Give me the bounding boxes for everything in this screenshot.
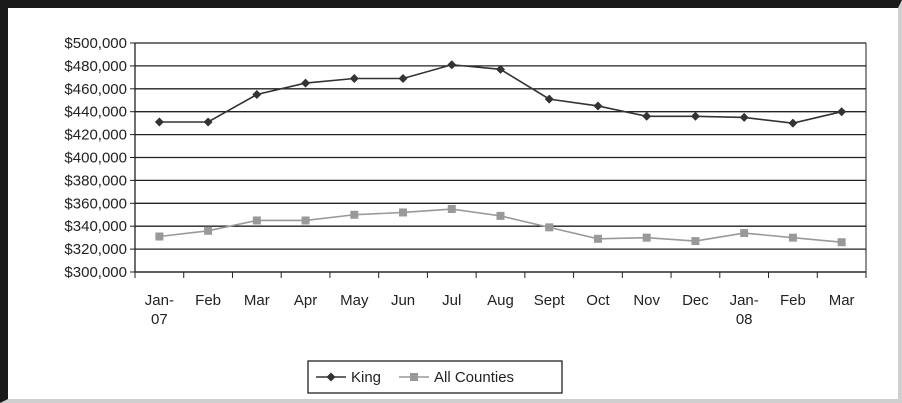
x-tick-label: Dec — [682, 292, 709, 309]
x-tick-label: Aug — [487, 292, 514, 309]
y-tick-label: $500,000 — [64, 35, 127, 52]
data-point — [447, 60, 457, 70]
y-tick-label: $300,000 — [64, 264, 127, 281]
data-point — [739, 112, 749, 122]
y-tick-label: $460,000 — [64, 81, 127, 98]
x-tick-label: Feb — [195, 292, 221, 309]
x-tick-label-line: Jul — [442, 292, 461, 309]
x-tick-label-line: Feb — [195, 292, 221, 309]
data-point — [301, 216, 310, 225]
data-point — [593, 234, 602, 243]
data-point — [350, 210, 359, 219]
x-tick-label-line: Oct — [586, 292, 610, 309]
data-point — [544, 94, 554, 104]
legend-swatch-marker — [410, 373, 418, 381]
legend-swatch-marker — [326, 372, 336, 382]
x-tick-label-line: Sept — [534, 292, 566, 309]
data-point — [398, 73, 408, 83]
y-tick-label: $340,000 — [64, 218, 127, 235]
data-point — [154, 117, 164, 127]
legend-box — [307, 360, 563, 394]
grid-lines — [135, 42, 866, 273]
data-point — [740, 229, 749, 238]
series-layer — [154, 60, 847, 247]
x-tick-label: Oct — [586, 292, 610, 309]
x-tick-label-line: Dec — [682, 292, 709, 309]
y-axis: $300,000 $320,000 $340,000 $360,000 $380,000… — [64, 35, 136, 281]
data-point — [399, 208, 408, 217]
x-tick-label: Sept — [534, 292, 566, 309]
data-point — [252, 90, 262, 100]
x-tick-label-line: Aug — [487, 292, 514, 309]
data-point — [690, 111, 700, 121]
data-point — [545, 223, 554, 232]
data-point — [447, 205, 456, 214]
x-tick-label: Mar — [244, 292, 270, 309]
data-point — [691, 237, 700, 246]
x-tick-label: Feb — [780, 292, 806, 309]
data-point — [252, 216, 261, 225]
x-tick-label: Jan- 08 — [730, 292, 759, 328]
x-tick-label: Apr — [294, 292, 317, 309]
x-tick-label-line: Apr — [294, 292, 317, 309]
data-point — [204, 226, 213, 235]
x-tick-label-line: 07 — [151, 311, 168, 328]
data-point — [496, 64, 505, 74]
x-tick-label: Jun — [391, 292, 415, 309]
data-point — [642, 111, 652, 121]
y-tick-label: $440,000 — [64, 104, 127, 121]
data-point — [349, 73, 359, 83]
legend: King All Counties — [307, 360, 563, 394]
data-point — [203, 117, 213, 127]
x-tick-label-line: Nov — [633, 292, 660, 309]
legend-label: King — [351, 369, 381, 386]
legend-label: All Counties — [434, 369, 514, 386]
x-tick-label-line: May — [340, 292, 369, 309]
data-point — [837, 238, 846, 247]
data-point — [788, 233, 797, 242]
x-tick-label-line: 08 — [736, 311, 753, 328]
x-tick-label-line: Jan- — [145, 292, 174, 309]
data-point — [593, 101, 603, 111]
y-tick-label: $380,000 — [64, 172, 127, 189]
data-point — [496, 211, 505, 220]
y-tick-label: $360,000 — [64, 195, 127, 212]
data-point — [301, 78, 311, 88]
y-tick-label: $480,000 — [64, 58, 127, 75]
x-tick-label-line: Mar — [829, 292, 855, 309]
x-tick-label-line: Feb — [780, 292, 806, 309]
x-tick-label-line: Jan- — [730, 292, 759, 309]
data-point — [155, 232, 164, 241]
x-axis: Jan- 07 Feb Mar Apr May Jun Jul Aug Sept Oct Nov Dec… — [134, 271, 867, 328]
data-point — [788, 118, 798, 128]
x-tick-label: Mar — [829, 292, 855, 309]
data-point — [837, 107, 847, 117]
x-tick-label-line: Mar — [244, 292, 270, 309]
x-tick-label: May — [340, 292, 369, 309]
x-tick-label-line: Jun — [391, 292, 415, 309]
x-tick-label: Jan- 07 — [145, 292, 174, 328]
data-point — [642, 233, 651, 242]
y-tick-label: $400,000 — [64, 150, 127, 167]
x-tick-label: Nov — [633, 292, 660, 309]
x-tick-label: Jul — [442, 292, 461, 309]
y-tick-label: $320,000 — [64, 241, 127, 258]
y-tick-label: $420,000 — [64, 127, 127, 144]
